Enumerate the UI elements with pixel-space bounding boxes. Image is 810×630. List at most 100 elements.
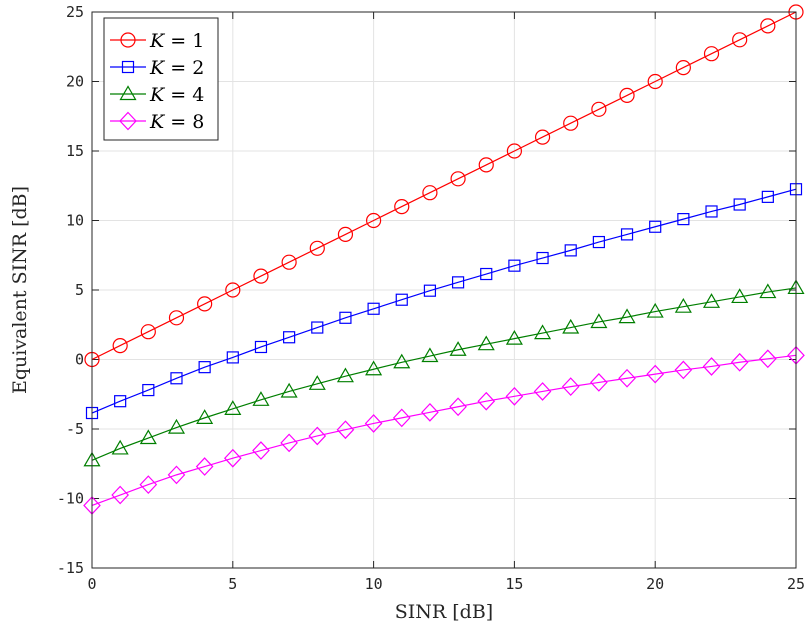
data-point bbox=[477, 335, 495, 351]
data-point bbox=[111, 485, 129, 505]
y-tick-label: 10 bbox=[66, 212, 84, 230]
data-point bbox=[591, 101, 607, 117]
data-point bbox=[705, 205, 718, 218]
data-point bbox=[139, 475, 158, 494]
legend-marker bbox=[119, 111, 137, 131]
data-point bbox=[281, 254, 297, 270]
data-point bbox=[421, 347, 439, 363]
data-point bbox=[223, 448, 242, 468]
y-tick-labels: -15 -10 -5 0 5 10 15 20 25 bbox=[57, 3, 84, 577]
data-point bbox=[111, 439, 129, 455]
data-point bbox=[619, 87, 635, 104]
data-point bbox=[253, 268, 269, 284]
series-layer bbox=[83, 4, 805, 515]
legend-entry: K = 4 bbox=[110, 84, 204, 106]
data-point bbox=[730, 352, 749, 372]
series-line bbox=[91, 188, 797, 414]
data-point bbox=[759, 349, 777, 369]
data-point bbox=[450, 171, 466, 187]
data-point bbox=[283, 331, 296, 344]
data-point bbox=[618, 368, 636, 388]
series-line bbox=[91, 11, 797, 361]
series-4 bbox=[83, 345, 805, 515]
y-tick-label: 25 bbox=[66, 3, 84, 21]
data-point bbox=[761, 190, 774, 203]
y-tick-label: 5 bbox=[75, 281, 84, 299]
data-point bbox=[364, 414, 383, 433]
data-point bbox=[336, 367, 354, 383]
legend-label: K = 8 bbox=[149, 111, 204, 133]
data-point bbox=[195, 457, 214, 476]
data-point bbox=[677, 213, 690, 226]
data-point bbox=[225, 282, 241, 298]
data-point bbox=[478, 157, 494, 173]
data-point bbox=[449, 341, 467, 356]
y-tick-label: -10 bbox=[57, 490, 84, 508]
legend-marker bbox=[120, 32, 136, 48]
data-point bbox=[142, 383, 155, 397]
legend-entry: K = 2 bbox=[110, 57, 204, 79]
data-point bbox=[505, 329, 523, 345]
y-axis-label: Equivalent SINR [dB] bbox=[9, 186, 31, 394]
y-tick-label: -5 bbox=[66, 420, 84, 438]
data-point bbox=[759, 283, 777, 299]
data-point bbox=[590, 373, 608, 392]
data-point bbox=[252, 391, 270, 406]
legend-marker bbox=[119, 85, 137, 101]
data-point bbox=[366, 212, 382, 229]
data-point bbox=[733, 198, 746, 211]
data-point bbox=[254, 340, 268, 354]
data-point bbox=[646, 364, 665, 384]
x-tick-label: 15 bbox=[505, 575, 523, 593]
y-tick-label: 0 bbox=[75, 351, 84, 369]
series-line bbox=[91, 287, 797, 461]
data-point bbox=[140, 324, 156, 340]
data-point bbox=[564, 244, 577, 257]
y-tick-label: 15 bbox=[66, 142, 84, 160]
legend-label: K = 4 bbox=[149, 84, 204, 106]
data-point bbox=[112, 338, 128, 354]
data-point bbox=[167, 418, 186, 434]
data-point bbox=[394, 199, 410, 215]
data-point bbox=[367, 302, 380, 315]
x-tick-label: 10 bbox=[365, 575, 383, 593]
data-point bbox=[647, 73, 663, 90]
data-point bbox=[198, 361, 211, 374]
x-axis-label: SINR [dB] bbox=[395, 601, 493, 623]
data-point bbox=[534, 324, 552, 340]
data-point bbox=[139, 429, 157, 445]
x-tick-labels: 0 5 10 15 20 25 bbox=[87, 575, 805, 593]
data-point bbox=[224, 400, 242, 415]
data-point bbox=[336, 420, 355, 440]
data-point bbox=[309, 240, 325, 256]
data-point bbox=[561, 377, 580, 396]
data-point bbox=[422, 185, 438, 201]
legend-entry: K = 8 bbox=[110, 111, 204, 133]
data-point bbox=[308, 426, 327, 446]
data-point bbox=[646, 302, 664, 318]
data-point bbox=[167, 465, 186, 485]
legend-label: K = 2 bbox=[149, 57, 204, 79]
data-point bbox=[280, 382, 298, 398]
data-point bbox=[536, 251, 549, 265]
series-2 bbox=[85, 183, 803, 420]
data-point bbox=[311, 321, 324, 334]
data-point bbox=[703, 46, 720, 62]
data-point bbox=[395, 293, 408, 306]
data-point bbox=[674, 297, 692, 313]
data-point bbox=[226, 351, 239, 364]
data-point bbox=[562, 318, 580, 334]
legend-box bbox=[103, 17, 219, 141]
data-point bbox=[702, 293, 721, 308]
data-point bbox=[308, 375, 326, 390]
x-tick-label: 5 bbox=[228, 575, 237, 593]
data-point bbox=[421, 402, 439, 422]
data-point bbox=[618, 308, 636, 324]
data-point bbox=[114, 395, 127, 408]
data-point bbox=[563, 115, 579, 131]
data-point bbox=[477, 391, 496, 411]
data-point bbox=[197, 296, 213, 312]
data-point bbox=[365, 360, 383, 376]
data-point bbox=[505, 386, 524, 406]
